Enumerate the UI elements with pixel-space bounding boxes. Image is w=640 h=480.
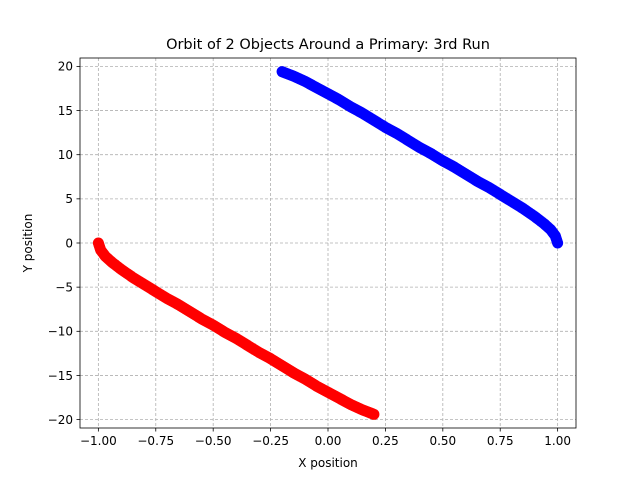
series-2 [92,237,380,420]
x-tick-label: 0.50 [429,434,456,448]
x-axis-ticks: −1.00 −0.75 −0.50 −0.25 0.00 0.25 0.50 0.75 1.00 [80,428,571,448]
y-tick-label: 10 [58,148,73,162]
y-tick-label: 5 [65,192,73,206]
y-axis-title: Y position [21,214,35,274]
x-tick-label: −1.00 [80,434,117,448]
x-axis-title: X position [298,456,358,470]
data-point [368,408,380,420]
x-tick-label: −0.25 [252,434,289,448]
y-tick-label: 0 [65,236,73,250]
x-tick-label: −0.50 [195,434,232,448]
y-axis-ticks: −20 −15 −10 −5 0 5 10 15 20 [48,60,80,427]
x-tick-label: 0.00 [315,434,342,448]
x-tick-label: 1.00 [544,434,571,448]
x-tick-label: −0.75 [137,434,174,448]
grid-layer [80,58,576,428]
y-tick-label: −5 [55,280,73,294]
data-point [276,66,288,78]
chart-title: Orbit of 2 Objects Around a Primary: 3rd… [166,37,490,53]
series-1 [276,66,564,249]
y-tick-label: 15 [58,104,73,118]
series-layer [92,66,564,420]
y-tick-label: −10 [48,325,73,339]
y-tick-label: 20 [58,60,73,74]
y-tick-label: −20 [48,413,73,427]
y-tick-label: −15 [48,369,73,383]
x-tick-label: 0.25 [372,434,399,448]
x-tick-label: 0.75 [487,434,514,448]
